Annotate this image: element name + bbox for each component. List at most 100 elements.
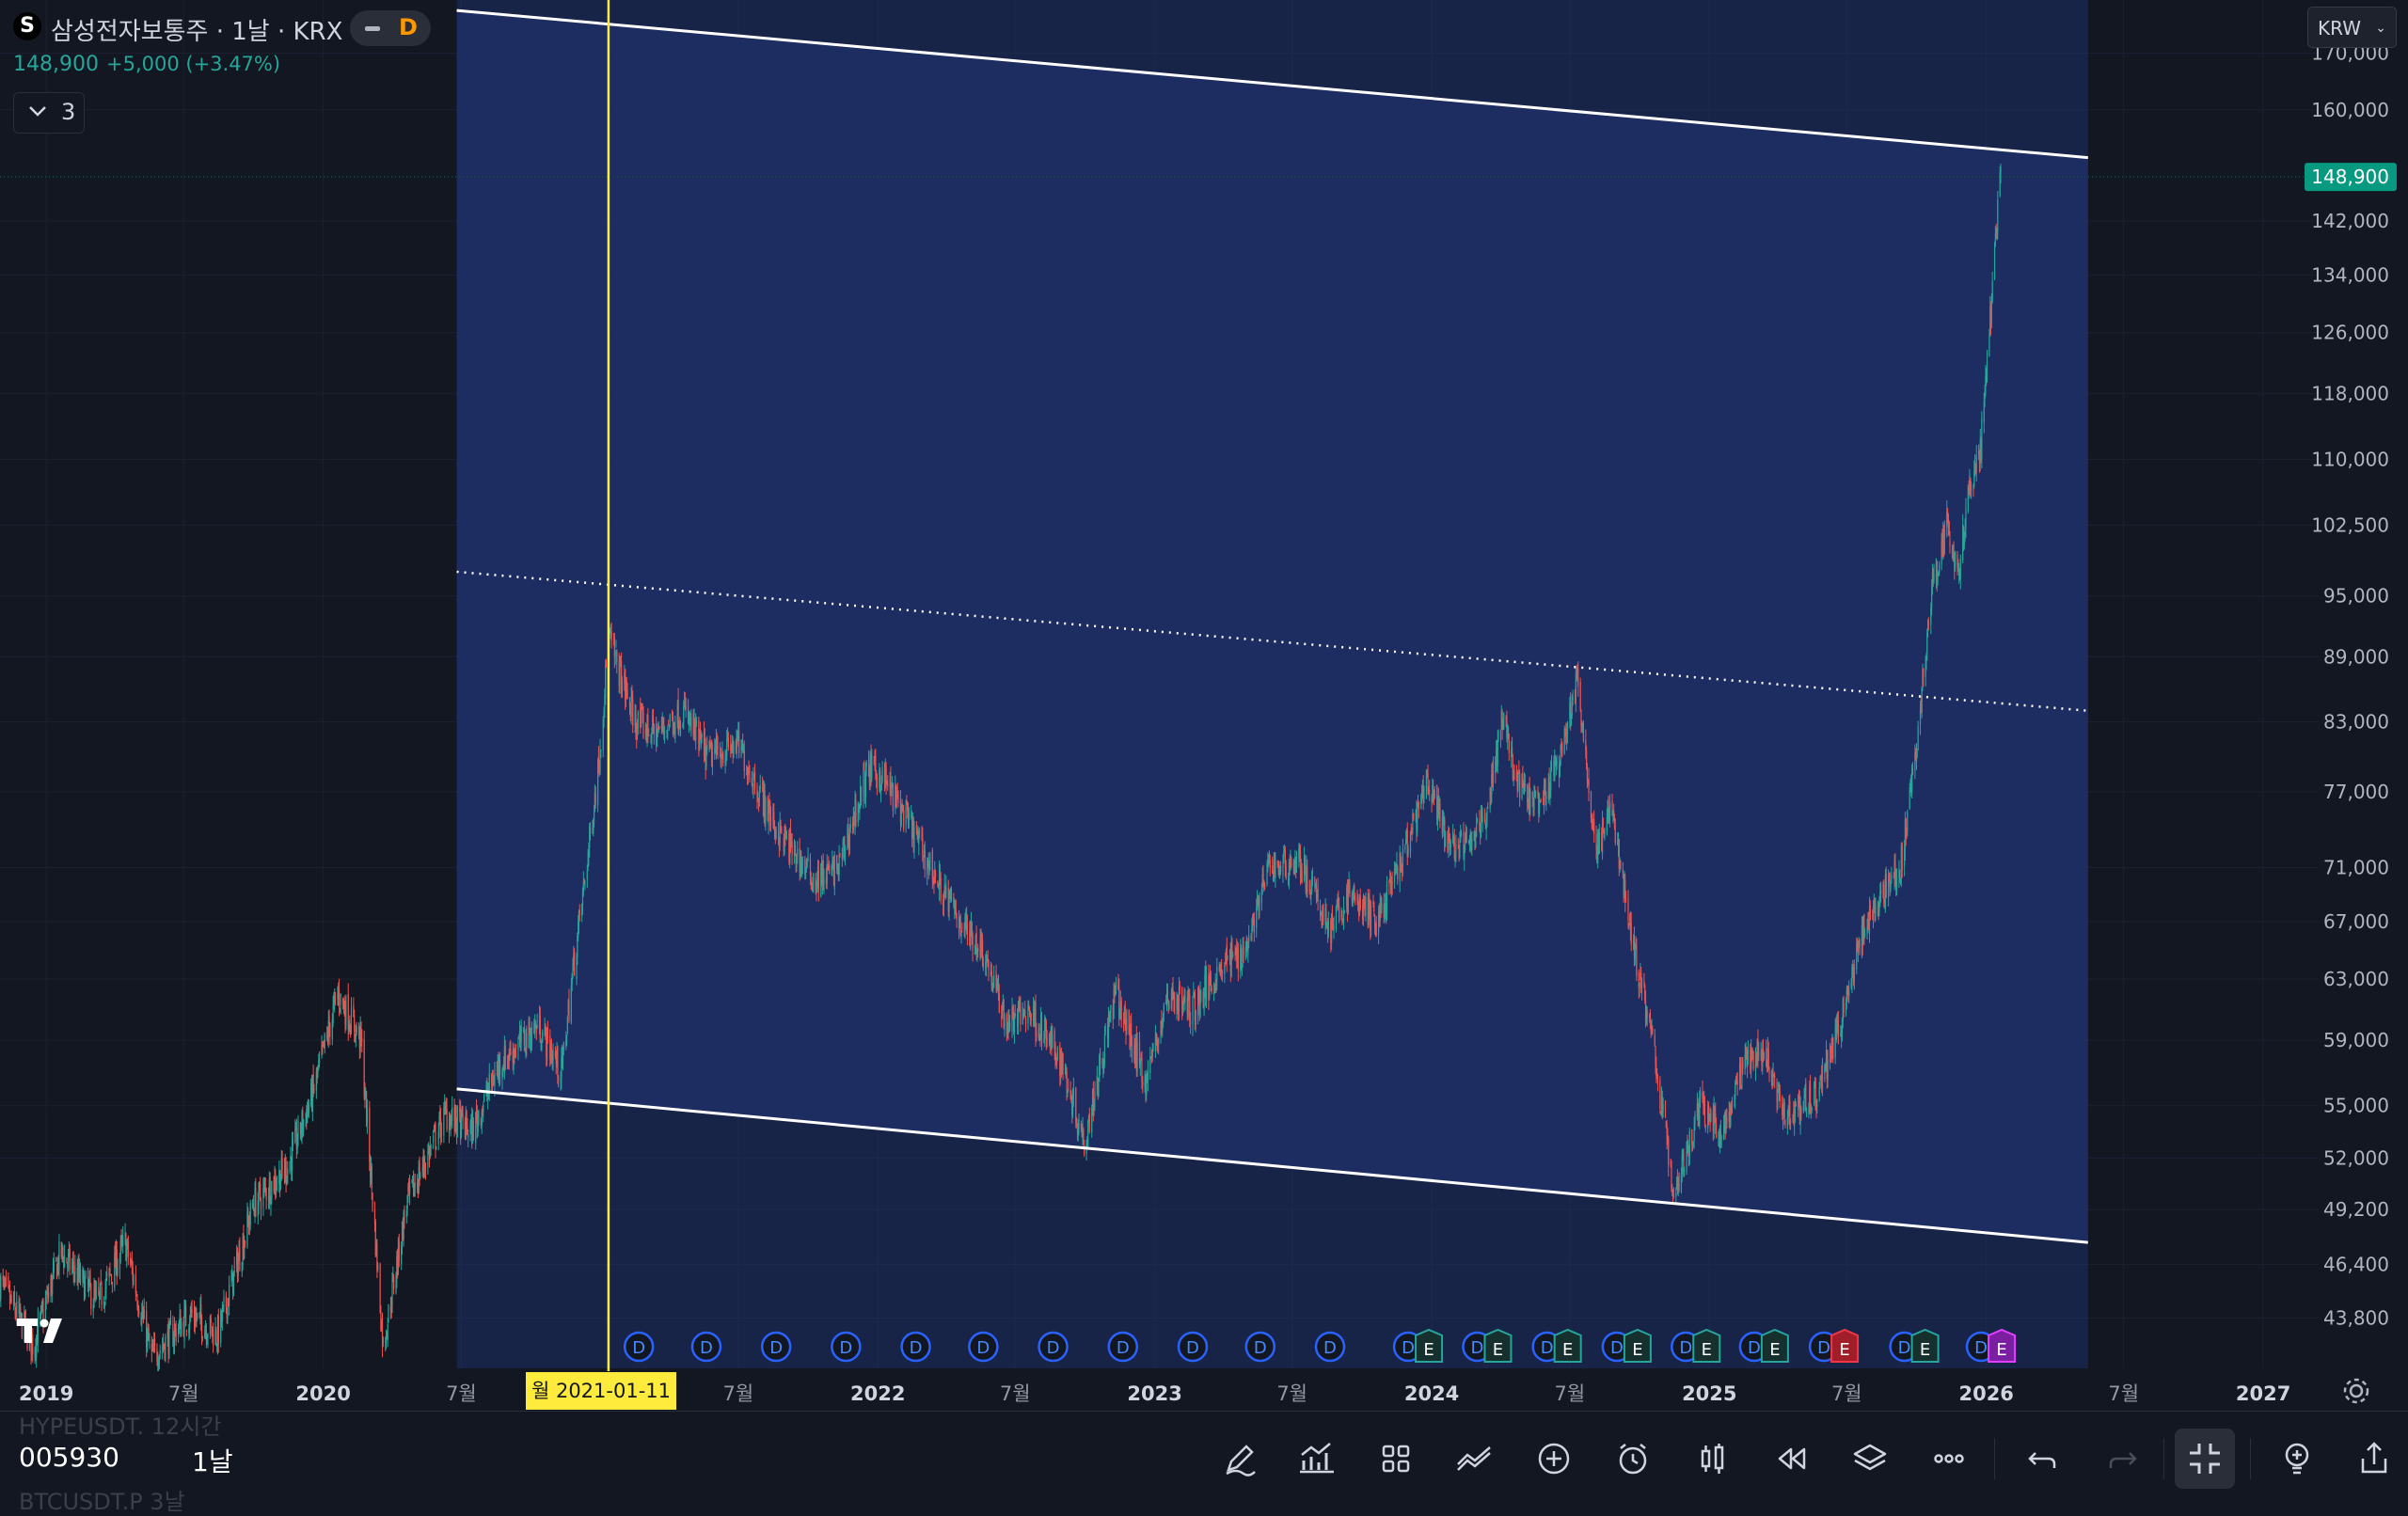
candle-body <box>124 1232 126 1237</box>
tradingview-logo-icon[interactable] <box>17 1317 70 1345</box>
candle-body <box>1789 1120 1792 1123</box>
candle-body <box>354 1034 356 1041</box>
undo-icon[interactable] <box>2017 1432 2069 1485</box>
watchlist-current-symbol[interactable]: 005930 <box>19 1442 119 1473</box>
candle-body <box>334 996 337 998</box>
draw-pen-icon[interactable] <box>1213 1432 1266 1485</box>
candle-body <box>1911 768 1914 776</box>
symbol-logo[interactable]: S <box>13 12 41 40</box>
watchlist-next-item[interactable]: BTCUSDT.P 3날 <box>19 1489 185 1515</box>
currency-selector[interactable]: KRW ⌄ <box>2307 7 2397 48</box>
candle-body <box>1300 866 1302 876</box>
event-marker-d[interactable]: D <box>1038 1331 1069 1363</box>
candle-body <box>471 1118 474 1144</box>
candle-type-icon[interactable] <box>1686 1432 1738 1485</box>
symbol-title[interactable]: 삼성전자보통주 · 1날 · KRX <box>51 18 343 46</box>
candle-body <box>1816 1098 1818 1107</box>
candle-body <box>1013 1015 1015 1031</box>
candle-body <box>1946 511 1948 529</box>
candle-body <box>1846 990 1847 1003</box>
market-status-pill[interactable]: D <box>350 10 431 46</box>
candle-body <box>885 768 887 785</box>
candle-body <box>724 759 726 765</box>
candle-body <box>689 713 690 721</box>
candle-body <box>1915 750 1918 763</box>
candle-body <box>1174 994 1176 1013</box>
candle-body <box>101 1287 103 1305</box>
event-marker-e[interactable]: E <box>1830 1328 1860 1363</box>
replay-icon[interactable] <box>1765 1432 1817 1485</box>
candle-body <box>1782 1105 1784 1119</box>
candle-body <box>48 1291 50 1299</box>
candle-body <box>1672 1193 1674 1196</box>
share-icon[interactable] <box>2348 1432 2400 1485</box>
candle-body <box>1662 1103 1664 1112</box>
event-marker-e[interactable]: E <box>1415 1328 1444 1363</box>
event-marker-d[interactable]: D <box>623 1331 655 1363</box>
currency-label: KRW <box>2318 17 2361 39</box>
earnings-marker-label: E <box>1562 1340 1573 1360</box>
watchlist-current-interval[interactable]: 1날 <box>192 1446 233 1477</box>
event-marker-e[interactable]: E <box>1910 1328 1940 1363</box>
add-plus-icon[interactable] <box>1528 1432 1580 1485</box>
channel-upper-line[interactable] <box>456 8 2088 160</box>
candle-body <box>1645 1006 1647 1024</box>
candle-body <box>1072 1088 1074 1099</box>
candle-body <box>1405 833 1408 838</box>
candle-body <box>763 786 765 818</box>
alarm-clock-icon[interactable] <box>1607 1432 1659 1485</box>
event-marker-d[interactable]: D <box>968 1331 999 1363</box>
candle-body <box>929 853 931 862</box>
layout-grid-icon[interactable] <box>1370 1432 1422 1485</box>
event-marker-d[interactable]: D <box>690 1331 722 1363</box>
candle-body <box>131 1261 133 1269</box>
event-marker-d[interactable]: D <box>900 1331 931 1363</box>
candle-body <box>462 1113 464 1121</box>
candle-body <box>165 1336 166 1362</box>
indicators-icon[interactable] <box>1291 1432 1343 1485</box>
event-marker-d[interactable]: D <box>1107 1331 1139 1363</box>
event-marker-d[interactable]: D <box>831 1331 862 1363</box>
candle-body <box>424 1165 426 1169</box>
redo-icon[interactable] <box>2096 1432 2148 1485</box>
event-marker-e[interactable]: E <box>1988 1328 2017 1363</box>
event-marker-e[interactable]: E <box>1692 1328 1721 1363</box>
event-marker-d[interactable]: D <box>1244 1331 1276 1363</box>
candle-body <box>60 1241 62 1257</box>
candle-body <box>1783 1102 1785 1125</box>
candle-body <box>430 1145 432 1147</box>
candle-body <box>1421 787 1423 793</box>
event-marker-e[interactable]: E <box>1760 1328 1789 1363</box>
candle-body <box>252 1204 255 1208</box>
axis-settings-gear-icon[interactable] <box>2340 1375 2372 1407</box>
light-bulb-icon[interactable] <box>2271 1432 2323 1485</box>
indicators-collapse-button[interactable]: 3 <box>13 92 85 134</box>
event-marker-e[interactable]: E <box>1623 1328 1652 1363</box>
event-marker-e[interactable]: E <box>1553 1328 1582 1363</box>
candle-body <box>757 797 759 801</box>
candle-body <box>565 1034 568 1044</box>
more-icon[interactable] <box>1923 1432 1975 1485</box>
candle-body <box>69 1249 71 1271</box>
candle-body <box>687 706 689 723</box>
candle-body <box>788 833 790 863</box>
candle-body <box>784 826 786 838</box>
channel-lower-line[interactable] <box>456 1087 2088 1244</box>
candle-body <box>1590 791 1592 819</box>
candle-body <box>1862 915 1864 943</box>
event-marker-e[interactable]: E <box>1483 1328 1513 1363</box>
watchlist-prev-item[interactable]: HYPEUSDT. 12시간 <box>19 1413 222 1440</box>
event-marker-d[interactable]: D <box>760 1331 792 1363</box>
candle-body <box>1761 1054 1763 1066</box>
candle-body <box>42 1308 44 1322</box>
candle-body <box>344 1009 346 1026</box>
candle-body <box>4 1283 6 1286</box>
event-marker-d[interactable]: D <box>1177 1331 1209 1363</box>
candle-body <box>1449 833 1450 841</box>
layers-icon[interactable] <box>1844 1432 1896 1485</box>
fullscreen-exit-icon[interactable] <box>2175 1429 2235 1489</box>
event-marker-d[interactable]: D <box>1314 1331 1346 1363</box>
candle-body <box>911 815 913 839</box>
trend-tools-icon[interactable] <box>1449 1432 1501 1485</box>
